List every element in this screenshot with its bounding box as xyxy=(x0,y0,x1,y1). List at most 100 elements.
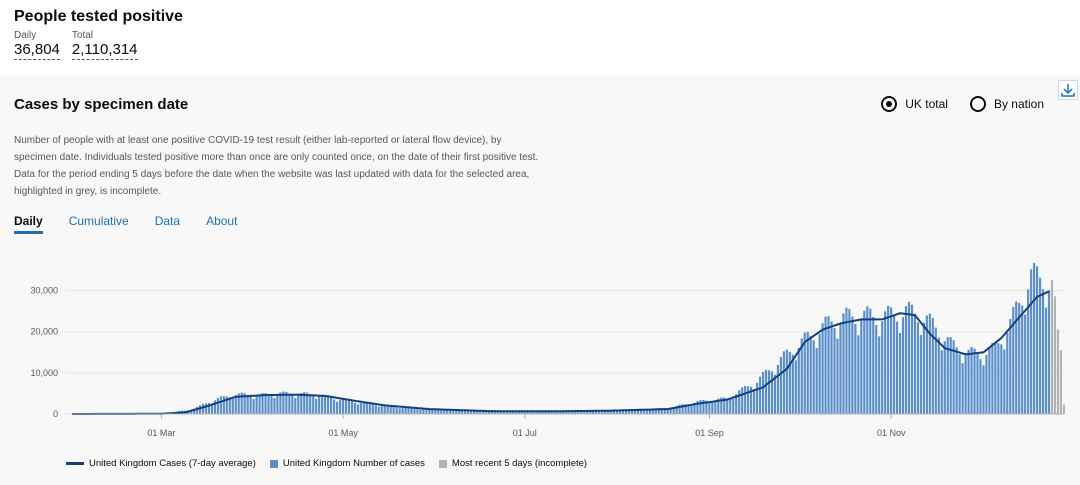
case-bar xyxy=(449,409,452,414)
case-bar xyxy=(189,410,193,414)
case-bar xyxy=(610,410,613,414)
case-bar xyxy=(577,410,580,414)
case-bar xyxy=(750,386,753,414)
legend-label-average: United Kingdom Cases (7-day average) xyxy=(89,458,256,469)
total-value[interactable]: 2,110,314 xyxy=(71,41,138,60)
radio-by-nation[interactable]: By nation xyxy=(969,96,1044,112)
legend-item-cases[interactable]: United Kingdom Number of cases xyxy=(269,458,425,469)
case-bar xyxy=(550,411,553,414)
case-bar xyxy=(901,317,905,414)
case-bar xyxy=(875,325,878,414)
case-bar xyxy=(481,411,485,414)
incomplete-bar xyxy=(1056,329,1060,414)
case-bar xyxy=(303,392,306,414)
daily-value[interactable]: 36,804 xyxy=(14,41,60,60)
case-bar xyxy=(210,403,214,414)
case-bar xyxy=(192,408,196,414)
case-bar xyxy=(425,408,428,414)
case-bar xyxy=(1015,301,1018,414)
chart-tabs: Daily Cumulative Data About xyxy=(14,214,237,234)
card-title: Cases by specimen date xyxy=(14,96,189,113)
case-bar xyxy=(937,337,940,414)
case-bar xyxy=(487,410,491,414)
case-bar xyxy=(413,407,416,414)
case-bar xyxy=(1006,332,1009,414)
case-bar xyxy=(586,411,589,414)
case-bar xyxy=(279,392,282,414)
case-bar xyxy=(747,386,750,414)
case-bar xyxy=(222,395,225,414)
chart-legend: United Kingdom Cases (7-day average) Uni… xyxy=(66,458,587,469)
case-bar xyxy=(797,347,800,414)
case-bar xyxy=(216,398,219,414)
download-icon[interactable] xyxy=(1058,80,1078,100)
radio-by-nation-circle[interactable] xyxy=(969,96,986,112)
radio-by-nation-label: By nation xyxy=(993,97,1044,111)
total-label: Total xyxy=(71,30,94,41)
case-bar xyxy=(985,354,988,414)
case-bar xyxy=(1009,318,1012,414)
case-bar xyxy=(344,398,348,414)
case-bar xyxy=(288,393,291,414)
case-bar xyxy=(198,405,202,414)
case-bar xyxy=(931,318,934,414)
case-bar xyxy=(857,335,860,414)
case-bar xyxy=(854,323,857,414)
case-bar xyxy=(869,308,872,414)
case-bar xyxy=(1021,305,1024,414)
legend-item-average[interactable]: United Kingdom Cases (7-day average) xyxy=(66,458,256,469)
case-bar xyxy=(469,410,473,414)
case-bar xyxy=(946,337,949,414)
case-bar xyxy=(225,396,228,414)
tab-about[interactable]: About xyxy=(206,214,238,228)
case-bar xyxy=(672,407,675,414)
case-bar xyxy=(934,327,937,414)
case-bar xyxy=(517,411,520,414)
case-bar xyxy=(717,398,720,414)
case-bar xyxy=(866,306,869,414)
case-bar xyxy=(598,410,601,414)
case-bar xyxy=(532,411,535,414)
case-bar xyxy=(571,410,574,414)
y-tick-label: 20,000 xyxy=(30,327,58,337)
case-bar xyxy=(675,405,678,414)
case-bar xyxy=(371,404,374,414)
case-bar xyxy=(270,395,273,414)
tab-data[interactable]: Data xyxy=(154,214,181,228)
case-bar xyxy=(264,393,267,414)
case-bar xyxy=(693,402,696,414)
legend-incomplete-swatch xyxy=(438,459,447,468)
case-bar xyxy=(315,398,318,414)
radio-uk-total[interactable]: UK total xyxy=(881,96,948,112)
case-bar xyxy=(267,394,270,414)
case-bar xyxy=(809,335,812,414)
case-bar xyxy=(285,391,288,414)
tab-cumulative[interactable]: Cumulative xyxy=(68,214,129,228)
case-bar xyxy=(928,313,931,414)
case-bar xyxy=(839,323,842,414)
case-bar xyxy=(872,316,875,414)
radio-uk-total-circle[interactable] xyxy=(881,96,898,112)
case-bar xyxy=(422,408,425,414)
area-radio-group: UK total By nation xyxy=(881,96,1044,112)
case-bar xyxy=(240,392,243,414)
total-metric[interactable]: Total 2,110,314 xyxy=(71,30,138,60)
case-bar xyxy=(669,408,672,414)
case-bar xyxy=(907,301,911,414)
case-bar xyxy=(916,322,920,414)
case-bar xyxy=(273,397,276,414)
tab-daily[interactable]: Daily xyxy=(14,214,43,234)
case-bar xyxy=(967,349,970,414)
case-bar xyxy=(887,305,890,414)
daily-metric[interactable]: Daily 36,804 xyxy=(14,30,60,60)
case-bar xyxy=(976,353,979,414)
case-bar xyxy=(410,407,413,414)
case-bar xyxy=(478,411,482,414)
case-bar xyxy=(255,396,258,414)
case-bar xyxy=(392,406,395,414)
case-bar xyxy=(1041,289,1045,414)
case-bar xyxy=(252,399,255,414)
case-bar xyxy=(964,355,967,414)
case-bar xyxy=(505,411,508,414)
legend-item-incomplete[interactable]: Most recent 5 days (incomplete) xyxy=(438,458,587,469)
